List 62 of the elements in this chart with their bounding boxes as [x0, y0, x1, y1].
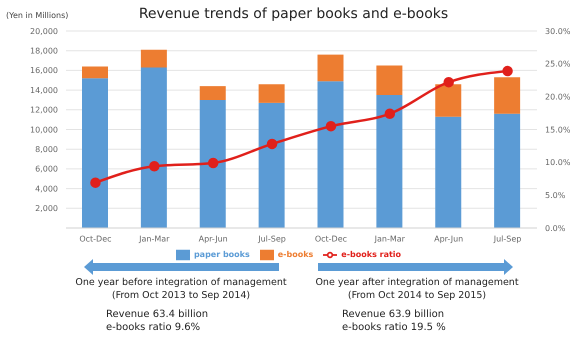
y2-tick-label: 15.0% — [545, 125, 571, 134]
y-tick-label: 14,000 — [30, 86, 58, 95]
bar — [318, 81, 344, 228]
text: Revenue 63.9 billion — [341, 308, 446, 321]
y2-tick-label: 30.0% — [545, 26, 571, 36]
bar — [200, 86, 226, 100]
x-tick-label: Apr-Jun — [198, 234, 228, 244]
y-tick-label: 6,000 — [35, 164, 58, 174]
text: One year after integration of management — [314, 276, 520, 289]
bar — [376, 95, 402, 228]
legend-label: paper books — [194, 250, 250, 260]
y-tick-label: 16,000 — [30, 66, 58, 76]
point — [90, 177, 101, 188]
y-tick-label: 2,000 — [35, 204, 58, 214]
y2-tick-label: 25.0% — [545, 60, 571, 69]
y-axis-title: (Yen in Millions) — [6, 11, 68, 20]
y2-tick-label: 20.0% — [545, 92, 571, 102]
bar — [82, 78, 108, 228]
bar — [435, 84, 462, 117]
text: e-books ratio 19.5 % — [341, 321, 447, 334]
text: e-books ratio 9.6% — [105, 321, 202, 334]
bar — [494, 114, 520, 228]
y2-tick-label: 0.0% — [545, 224, 566, 233]
y-tick-label: 12,000 — [30, 106, 58, 115]
bar — [258, 102, 285, 228]
point — [443, 76, 454, 88]
text: (From Oct 2014 to Sep 2015) — [346, 289, 488, 302]
bar — [200, 100, 226, 228]
point — [326, 120, 336, 132]
x-tick-label: Jan-Mar — [138, 234, 170, 244]
x-tick-label: Oct-Dec — [79, 234, 112, 244]
y-tick-label: 20,000 — [30, 26, 58, 36]
y-tick-label: 10,000 — [30, 125, 58, 134]
text: Revenue 63.4 billion — [105, 308, 210, 321]
y-tick-label: 4,000 — [35, 184, 58, 194]
bar — [376, 65, 402, 96]
x-tick-label: Apr-Jun — [434, 234, 464, 244]
x-tick-label: Oct-Dec — [314, 234, 348, 244]
x-tick-label: Jul-Sep — [492, 234, 522, 244]
x-tick-label: Jan-Mar — [374, 234, 406, 244]
y-tick-label: 18,000 — [30, 46, 58, 56]
chart-title: Revenue trends of paper books and e-books — [138, 6, 448, 22]
bar — [140, 67, 167, 228]
x-tick-label: Jul-Sep — [257, 234, 286, 244]
point — [384, 108, 396, 119]
legend-label: e-books — [278, 250, 314, 260]
y-tick-label: 8,000 — [35, 145, 58, 154]
bar — [82, 66, 108, 78]
legend-label: e-books ratio — [341, 250, 402, 260]
bar — [140, 50, 167, 68]
y2-tick-label: 5.0% — [545, 191, 566, 200]
bar — [494, 77, 520, 114]
point — [502, 66, 513, 76]
text: (From Oct 2013 to Sep 2014) — [110, 289, 252, 302]
bar — [318, 54, 344, 82]
bar — [258, 84, 285, 103]
text: One year before integration of management — [74, 276, 288, 289]
bar — [435, 116, 462, 228]
point — [266, 138, 278, 150]
point — [149, 161, 160, 172]
y2-tick-label: 10.0% — [545, 158, 571, 168]
point — [208, 158, 218, 168]
